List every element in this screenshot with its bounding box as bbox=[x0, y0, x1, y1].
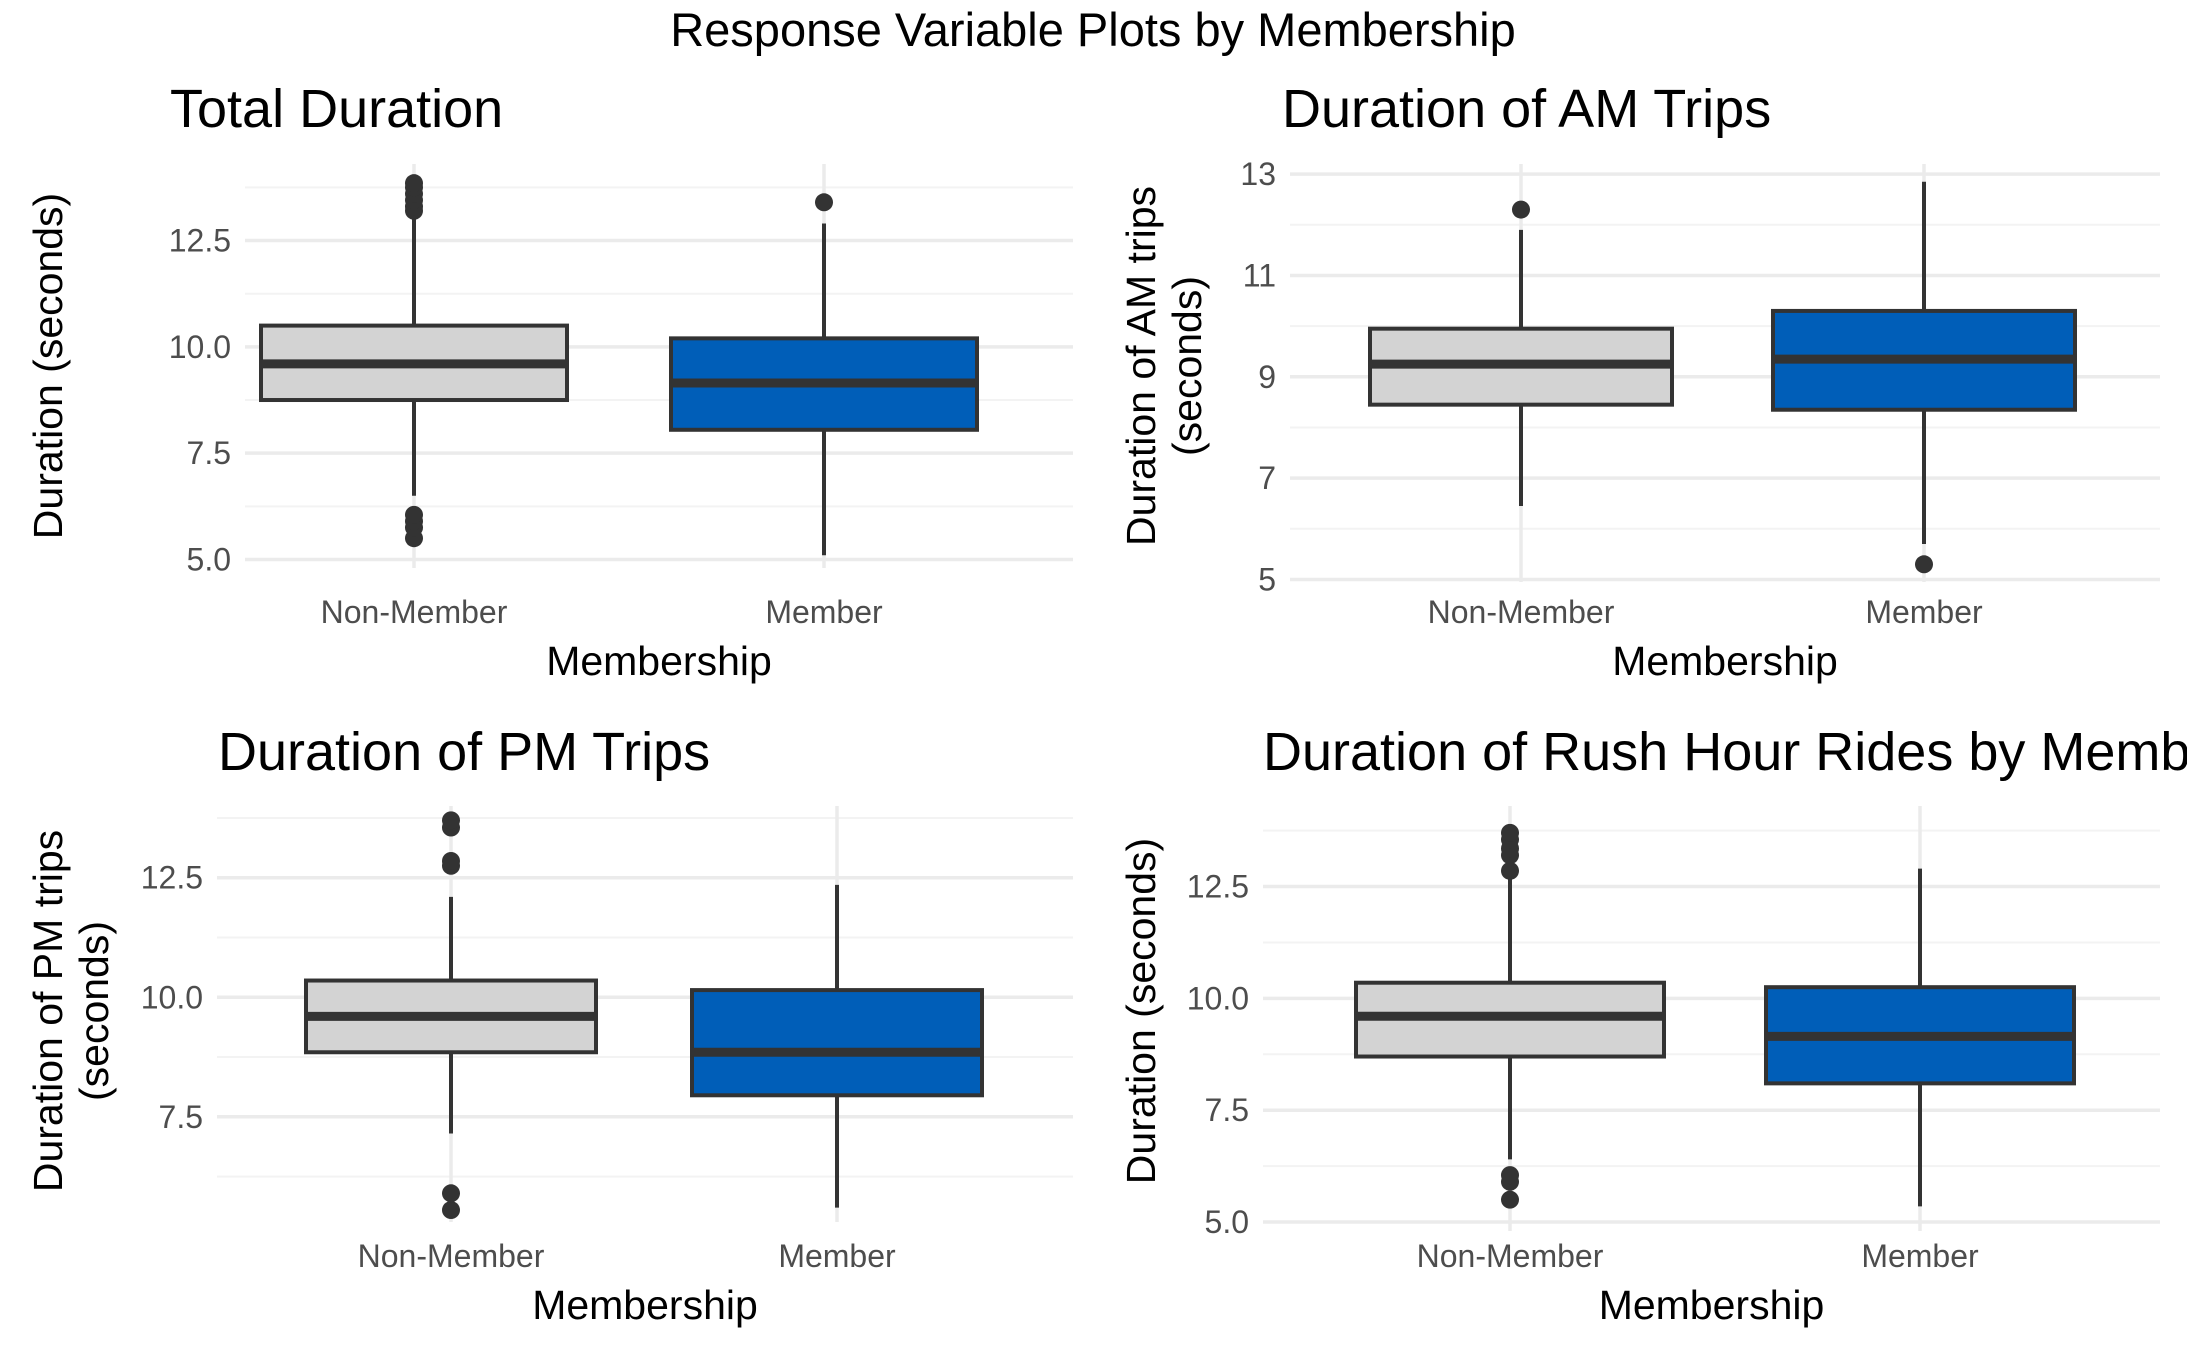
x-tick-label: Non-Member bbox=[1428, 594, 1615, 630]
outlier-point bbox=[442, 1184, 460, 1203]
outlier-point bbox=[815, 193, 833, 212]
y-tick-label: 10.0 bbox=[169, 329, 231, 365]
box-non-member bbox=[259, 174, 569, 548]
outlier-point bbox=[1915, 555, 1933, 574]
y-axis-label-line: (seconds) bbox=[1164, 276, 1210, 456]
box-member bbox=[669, 193, 979, 556]
y-axis-label-line: (seconds) bbox=[71, 921, 117, 1101]
y-tick-label: 9 bbox=[1258, 359, 1276, 395]
panel-4: 5.0 7.5 10.0 12.5 Non-Member Member Membership… bbox=[1118, 722, 2187, 1328]
x-axis-label: Membership bbox=[1599, 1282, 1825, 1328]
x-tick-label: Member bbox=[1865, 594, 1983, 630]
outlier-point bbox=[1512, 200, 1530, 219]
box-member bbox=[690, 884, 984, 1208]
iqr-box bbox=[690, 988, 984, 1098]
box-non-member bbox=[1368, 200, 1674, 506]
y-tick-label: 5.0 bbox=[1205, 1204, 1249, 1240]
x-axis-label: Membership bbox=[532, 1282, 758, 1328]
x-axis-label: Membership bbox=[546, 638, 772, 684]
x-tick-label: Member bbox=[778, 1238, 896, 1274]
outlier-point bbox=[1501, 861, 1519, 880]
panel-title: Duration of Rush Hour Rides by Membershi… bbox=[1263, 722, 2187, 782]
x-tick-label: Non-Member bbox=[321, 594, 508, 630]
y-tick-label: 5.0 bbox=[187, 541, 231, 577]
y-tick-label: 13 bbox=[1240, 156, 1276, 192]
y-tick-label: 10.0 bbox=[1187, 980, 1249, 1016]
y-tick-label: 7 bbox=[1258, 460, 1276, 496]
outlier-point bbox=[1501, 1190, 1519, 1209]
panel-title: Total Duration bbox=[170, 79, 503, 139]
panel-title: Duration of PM Trips bbox=[218, 722, 710, 782]
outlier-point bbox=[1501, 1166, 1519, 1185]
x-tick-label: Member bbox=[765, 594, 883, 630]
outlier-point bbox=[442, 811, 460, 830]
panel-2: 5 7 9 11 13 Non-Member Member Membership Duratio… bbox=[1118, 79, 2160, 684]
panel-1: 5.0 7.5 10.0 12.5 Non-Member Member Membership… bbox=[25, 79, 1073, 684]
y-tick-label: 7.5 bbox=[1205, 1092, 1249, 1128]
panel-title: Duration of AM Trips bbox=[1282, 79, 1771, 139]
x-tick-label: Non-Member bbox=[1417, 1238, 1604, 1274]
y-tick-label: 10.0 bbox=[141, 979, 203, 1015]
box-member bbox=[1764, 868, 2076, 1207]
x-tick-label: Non-Member bbox=[358, 1238, 545, 1274]
box-member bbox=[1771, 181, 2077, 574]
y-axis-label: Duration of PM trips(seconds) bbox=[25, 830, 117, 1192]
y-tick-label: 5 bbox=[1258, 561, 1276, 597]
outlier-point bbox=[442, 1201, 460, 1220]
outlier-point bbox=[442, 851, 460, 870]
y-axis-label: Duration of AM trips(seconds) bbox=[1118, 186, 1210, 546]
box-non-member bbox=[1354, 823, 1666, 1209]
y-tick-label: 7.5 bbox=[187, 435, 231, 471]
y-tick-label: 12.5 bbox=[1187, 869, 1249, 905]
y-tick-label: 12.5 bbox=[141, 860, 203, 896]
box-non-member bbox=[304, 811, 598, 1220]
x-axis-label: Membership bbox=[1612, 638, 1838, 684]
y-tick-label: 7.5 bbox=[159, 1099, 203, 1135]
y-tick-label: 12.5 bbox=[169, 223, 231, 259]
panel-3: 7.5 10.0 12.5 Non-Member Member Membership Dur… bbox=[25, 722, 1073, 1328]
outlier-point bbox=[1501, 823, 1519, 842]
y-axis-label-line: Duration of AM trips bbox=[1118, 186, 1164, 546]
outlier-point bbox=[405, 174, 423, 193]
y-axis-label: Duration (seconds) bbox=[25, 193, 71, 539]
x-tick-label: Member bbox=[1861, 1238, 1979, 1274]
figure-title: Response Variable Plots by Membership bbox=[670, 3, 1516, 56]
y-axis-label-line: Duration of PM trips bbox=[25, 830, 71, 1192]
y-tick-label: 11 bbox=[1243, 257, 1276, 293]
y-axis-label: Duration (seconds) bbox=[1118, 838, 1164, 1184]
outlier-point bbox=[405, 505, 423, 524]
